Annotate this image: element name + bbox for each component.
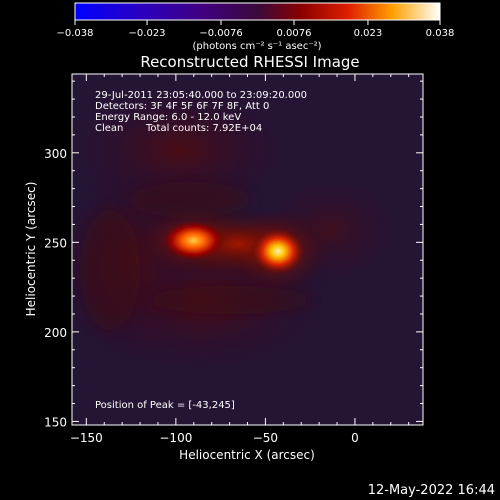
colorbar-tick-label: 0.038 xyxy=(426,28,455,39)
time-range: 29-Jul-2011 23:05:40.000 to 23:09:20.000 xyxy=(95,90,307,101)
colorbar-ticks: −0.038 −0.023 −0.0076 0.0076 0.023 0.038 xyxy=(56,20,454,39)
colorbar-tick-label: 0.0076 xyxy=(277,28,312,39)
y-axis-label: Heliocentric Y (arcsec) xyxy=(24,182,38,317)
x-tick-label: −50 xyxy=(253,431,278,445)
method: Clean xyxy=(95,123,123,134)
colorbar-tick-label: −0.023 xyxy=(129,28,166,39)
detectors: Detectors: 3F 4F 5F 6F 7F 8F, Att 0 xyxy=(95,101,269,112)
emission-source xyxy=(162,220,226,261)
x-tick-label: 0 xyxy=(351,431,359,445)
date-stamp: 12-May-2022 16:44 xyxy=(368,483,495,498)
x-axis: −150 −100 −50 0 xyxy=(70,74,410,445)
colorbar-tick-label: −0.038 xyxy=(56,28,93,39)
colorbar-units: (photons cm⁻² s⁻¹ asec⁻²) xyxy=(192,41,321,52)
y-tick-label: 250 xyxy=(44,236,67,250)
emission-source xyxy=(250,227,306,275)
x-axis-label: Heliocentric X (arcsec) xyxy=(179,448,315,462)
peak-position: Position of Peak = [-43,245] xyxy=(95,400,235,411)
y-axis: 150 200 250 300 xyxy=(44,80,423,429)
y-tick-label: 200 xyxy=(44,326,67,340)
colorbar xyxy=(74,2,441,21)
total-counts: Total counts: 7.92E+04 xyxy=(145,123,262,134)
image-area xyxy=(72,74,423,425)
colorbar-tick-label: −0.0076 xyxy=(199,28,242,39)
chart-title: Reconstructed RHESSI Image xyxy=(140,53,359,71)
y-tick-label: 150 xyxy=(44,415,67,429)
y-tick-label: 300 xyxy=(44,147,67,161)
colorbar-tick-label: 0.023 xyxy=(354,28,383,39)
sources-layer xyxy=(137,205,328,294)
x-tick-label: −150 xyxy=(70,431,103,445)
energy-range: Energy Range: 6.0 - 12.0 keV xyxy=(95,112,241,123)
x-tick-label: −100 xyxy=(159,431,192,445)
